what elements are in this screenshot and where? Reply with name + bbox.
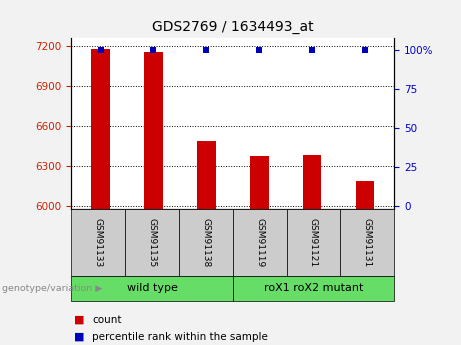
Bar bbox=[144, 52, 163, 209]
Text: count: count bbox=[92, 315, 122, 325]
Text: GSM91119: GSM91119 bbox=[255, 218, 264, 267]
Text: roX1 roX2 mutant: roX1 roX2 mutant bbox=[264, 284, 363, 293]
Text: ■: ■ bbox=[74, 315, 84, 325]
Text: ■: ■ bbox=[74, 332, 84, 342]
Title: GDS2769 / 1634493_at: GDS2769 / 1634493_at bbox=[152, 20, 313, 34]
Bar bbox=[303, 155, 321, 209]
Text: GSM91131: GSM91131 bbox=[363, 218, 372, 267]
Text: GSM91121: GSM91121 bbox=[309, 218, 318, 267]
Bar bbox=[250, 156, 268, 209]
Text: genotype/variation ▶: genotype/variation ▶ bbox=[2, 284, 103, 293]
Text: percentile rank within the sample: percentile rank within the sample bbox=[92, 332, 268, 342]
Text: wild type: wild type bbox=[127, 284, 177, 293]
Text: GSM91135: GSM91135 bbox=[148, 218, 157, 267]
Bar bbox=[91, 49, 110, 209]
Text: GSM91138: GSM91138 bbox=[201, 218, 210, 267]
Text: GSM91133: GSM91133 bbox=[94, 218, 103, 267]
Bar bbox=[356, 181, 374, 209]
Bar bbox=[197, 141, 216, 209]
